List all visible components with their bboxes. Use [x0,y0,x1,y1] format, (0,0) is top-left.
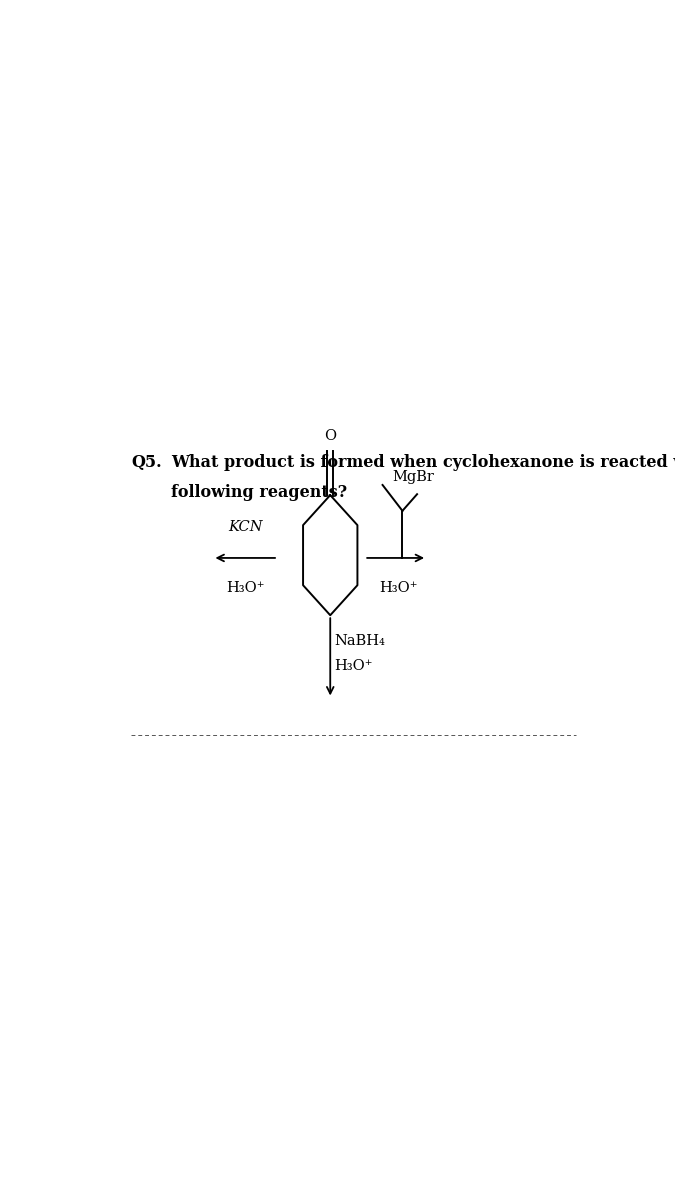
Text: H₃O⁺: H₃O⁺ [226,581,265,595]
Text: following reagents?: following reagents? [171,484,347,502]
Text: Q5.: Q5. [132,454,162,470]
Text: H₃O⁺: H₃O⁺ [379,581,418,595]
Text: MgBr: MgBr [392,470,434,484]
Text: NaBH₄: NaBH₄ [334,634,385,648]
Text: What product is formed when cyclohexanone is reacted with each of the: What product is formed when cyclohexanon… [171,454,675,470]
Text: KCN: KCN [228,520,263,534]
Text: O: O [324,430,336,443]
Text: H₃O⁺: H₃O⁺ [334,659,373,673]
